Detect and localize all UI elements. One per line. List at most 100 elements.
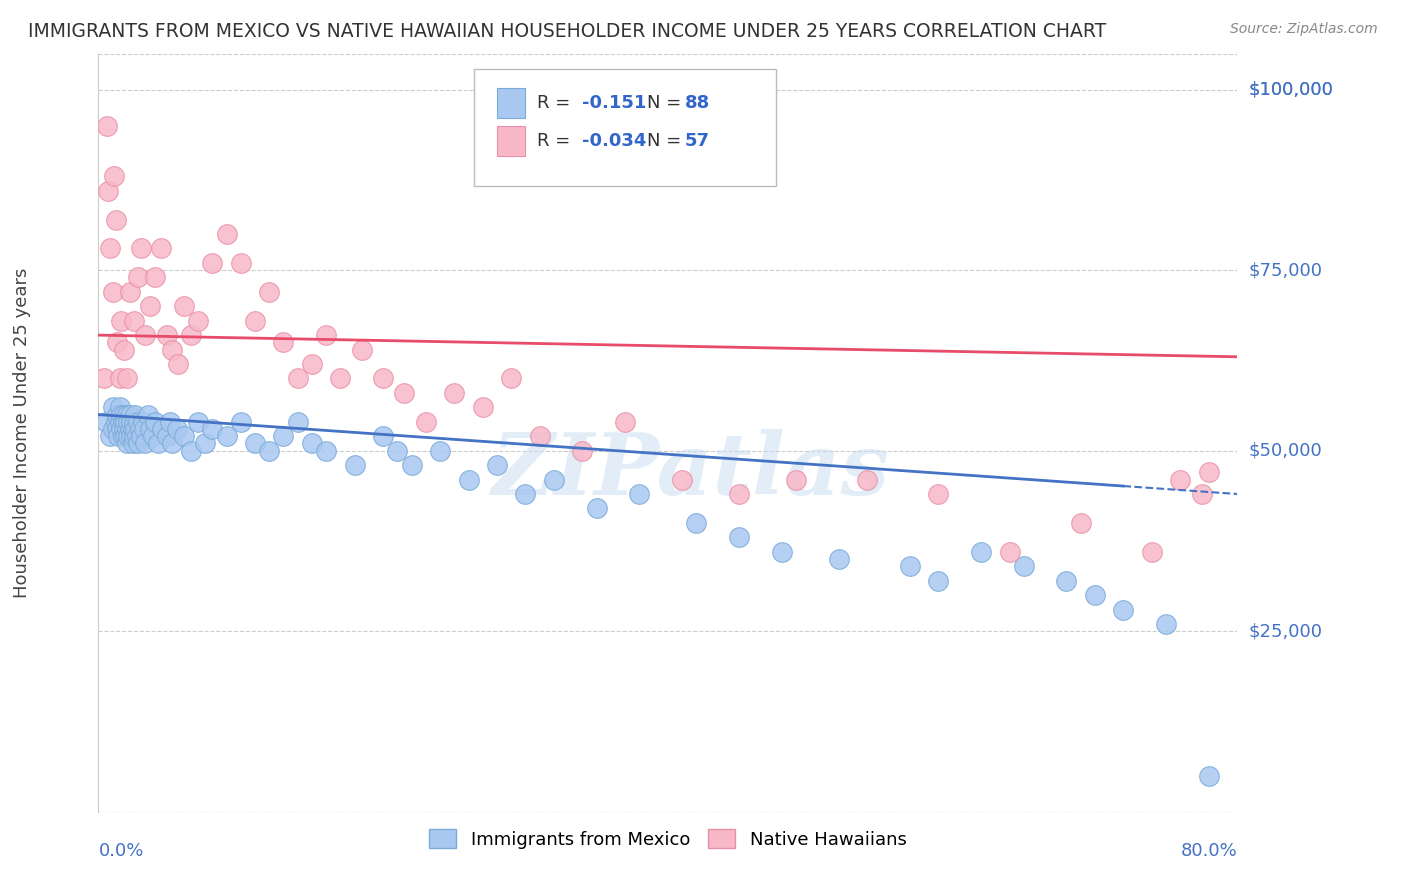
Text: 88: 88	[685, 94, 710, 112]
Point	[159, 415, 181, 429]
Point	[128, 422, 150, 436]
Text: Householder Income Under 25 years: Householder Income Under 25 years	[13, 268, 31, 598]
Point	[194, 436, 217, 450]
Point	[152, 422, 174, 436]
Point	[156, 328, 179, 343]
FancyBboxPatch shape	[474, 69, 776, 186]
Point	[96, 119, 118, 133]
Point	[115, 408, 138, 422]
Point	[1170, 473, 1192, 487]
Point	[167, 357, 190, 371]
Point	[112, 343, 135, 357]
Point	[1070, 516, 1092, 530]
Point	[112, 408, 135, 422]
Point	[1154, 617, 1177, 632]
Point	[415, 415, 437, 429]
Point	[110, 314, 132, 328]
Text: $75,000: $75,000	[1249, 261, 1323, 279]
Point	[166, 422, 188, 436]
Point	[105, 408, 128, 422]
Point	[180, 328, 202, 343]
Point	[131, 415, 153, 429]
Point	[187, 415, 209, 429]
Point	[429, 443, 451, 458]
Point	[111, 415, 134, 429]
Point	[1084, 588, 1107, 602]
Point	[998, 545, 1021, 559]
Point	[1112, 602, 1135, 616]
Point	[387, 443, 409, 458]
Point	[515, 487, 537, 501]
Text: ZIPatlas: ZIPatlas	[492, 429, 890, 512]
Text: $50,000: $50,000	[1249, 442, 1322, 459]
Point	[229, 415, 252, 429]
Point	[273, 335, 295, 350]
Point	[443, 385, 465, 400]
Point	[108, 401, 131, 415]
Point	[315, 443, 337, 458]
Point	[628, 487, 651, 501]
Point	[486, 458, 509, 472]
Point	[529, 429, 551, 443]
Point	[187, 314, 209, 328]
Point	[287, 371, 309, 385]
Point	[927, 574, 949, 588]
Point	[571, 443, 593, 458]
Point	[117, 415, 139, 429]
Point	[134, 328, 156, 343]
Bar	[498, 87, 526, 118]
Point	[104, 415, 127, 429]
Point	[118, 422, 141, 436]
Point	[243, 436, 266, 450]
Text: $25,000: $25,000	[1249, 623, 1323, 640]
Point	[770, 545, 793, 559]
Point	[120, 415, 142, 429]
Point	[301, 436, 323, 450]
Point	[122, 314, 145, 328]
Point	[785, 473, 807, 487]
Text: 80.0%: 80.0%	[1181, 842, 1237, 860]
Point	[134, 436, 156, 450]
Point	[110, 408, 132, 422]
Point	[150, 242, 173, 256]
Point	[301, 357, 323, 371]
Point	[97, 184, 120, 198]
Point	[457, 473, 479, 487]
Point	[93, 371, 115, 385]
Point	[101, 285, 124, 299]
Text: 0.0%: 0.0%	[98, 842, 143, 860]
Point	[401, 458, 423, 472]
Point	[543, 473, 565, 487]
Point	[141, 429, 163, 443]
Text: N =: N =	[647, 132, 682, 150]
Point	[728, 487, 751, 501]
Point	[329, 371, 352, 385]
Point	[127, 415, 149, 429]
Point	[115, 422, 138, 436]
Point	[373, 371, 395, 385]
Point	[124, 422, 146, 436]
Point	[273, 429, 295, 443]
Point	[114, 429, 136, 443]
Text: IMMIGRANTS FROM MEXICO VS NATIVE HAWAIIAN HOUSEHOLDER INCOME UNDER 25 YEARS CORR: IMMIGRANTS FROM MEXICO VS NATIVE HAWAIIA…	[28, 22, 1107, 41]
Point	[1198, 466, 1220, 480]
Point	[107, 429, 129, 443]
Point	[373, 429, 395, 443]
Legend: Immigrants from Mexico, Native Hawaiians: Immigrants from Mexico, Native Hawaiians	[422, 822, 914, 855]
Point	[103, 169, 125, 184]
Point	[122, 415, 145, 429]
Point	[112, 422, 135, 436]
Text: Source: ZipAtlas.com: Source: ZipAtlas.com	[1230, 22, 1378, 37]
Point	[111, 429, 134, 443]
Point	[117, 429, 139, 443]
Point	[101, 422, 124, 436]
Point	[229, 256, 252, 270]
Point	[156, 429, 179, 443]
Point	[856, 473, 879, 487]
Text: R =: R =	[537, 94, 576, 112]
Point	[162, 343, 184, 357]
Point	[287, 415, 309, 429]
Point	[120, 429, 142, 443]
Point	[115, 371, 138, 385]
Text: 57: 57	[685, 132, 710, 150]
